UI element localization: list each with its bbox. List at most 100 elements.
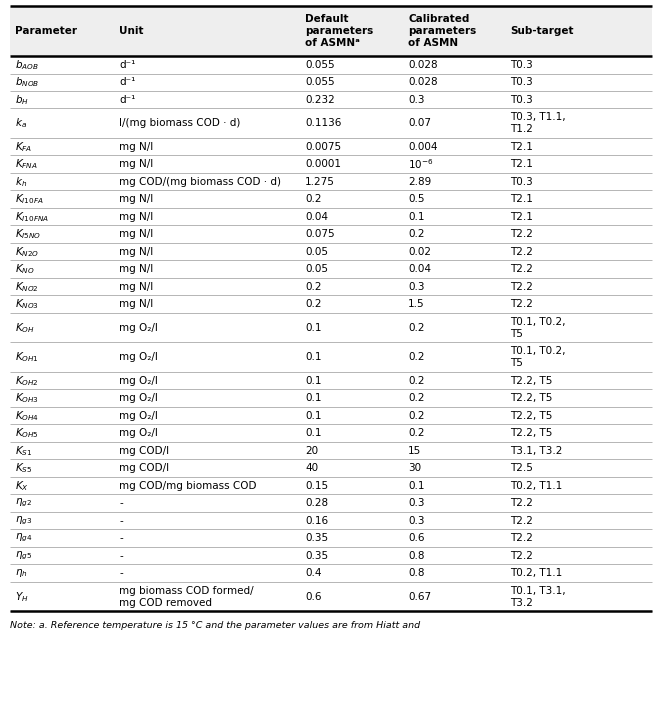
Text: $K_{S1}$: $K_{S1}$ — [15, 444, 33, 457]
Text: 0.1: 0.1 — [305, 411, 321, 421]
Text: T0.1, T0.2,
T5: T0.1, T0.2, T5 — [510, 317, 566, 338]
Text: d⁻¹: d⁻¹ — [119, 77, 135, 87]
Bar — [10, 73, 652, 91]
Bar — [10, 547, 652, 565]
Text: 0.028: 0.028 — [408, 60, 438, 70]
Text: T2.2, T5: T2.2, T5 — [510, 376, 552, 386]
Text: 1.5: 1.5 — [408, 299, 424, 309]
Text: mg N/l: mg N/l — [119, 229, 153, 240]
Bar — [10, 6, 652, 56]
Text: 0.232: 0.232 — [305, 95, 335, 105]
Text: T2.2, T5: T2.2, T5 — [510, 411, 552, 421]
Text: 0.3: 0.3 — [408, 498, 424, 508]
Text: -: - — [119, 498, 123, 508]
Bar — [10, 460, 652, 477]
Text: T2.2, T5: T2.2, T5 — [510, 393, 552, 403]
Text: T2.2: T2.2 — [510, 299, 533, 309]
Bar — [10, 512, 652, 529]
Text: 0.1136: 0.1136 — [305, 118, 341, 129]
Text: 0.0075: 0.0075 — [305, 142, 341, 152]
Text: mg O₂/l: mg O₂/l — [119, 323, 158, 333]
Text: $K_{I5NO}$: $K_{I5NO}$ — [15, 227, 41, 241]
Text: 0.2: 0.2 — [408, 376, 424, 386]
Text: 2.89: 2.89 — [408, 176, 431, 187]
Bar — [10, 494, 652, 512]
Text: 0.2: 0.2 — [408, 411, 424, 421]
Text: 0.4: 0.4 — [305, 568, 321, 578]
Text: l/(mg biomass COD · d): l/(mg biomass COD · d) — [119, 118, 240, 129]
Bar — [10, 91, 652, 108]
Text: T0.3: T0.3 — [510, 176, 533, 187]
Text: $b_{AOB}$: $b_{AOB}$ — [15, 58, 39, 72]
Text: T0.3: T0.3 — [510, 77, 533, 87]
Text: 15: 15 — [408, 446, 421, 456]
Text: 0.004: 0.004 — [408, 142, 438, 152]
Text: mg N/l: mg N/l — [119, 282, 153, 292]
Text: $K_{OH1}$: $K_{OH1}$ — [15, 351, 39, 364]
Text: T0.2, T1.1: T0.2, T1.1 — [510, 568, 562, 578]
Text: 0.1: 0.1 — [305, 323, 321, 333]
Bar — [10, 390, 652, 407]
Text: 0.2: 0.2 — [305, 195, 321, 204]
Text: T2.2: T2.2 — [510, 515, 533, 526]
Text: Parameter: Parameter — [15, 26, 77, 36]
Text: 20: 20 — [305, 446, 318, 456]
Bar — [10, 56, 652, 73]
Text: $K_{NO2}$: $K_{NO2}$ — [15, 280, 39, 293]
Text: 1.275: 1.275 — [305, 176, 335, 187]
Text: mg COD/l: mg COD/l — [119, 446, 169, 456]
Text: 0.0001: 0.0001 — [305, 159, 341, 169]
Text: T2.5: T2.5 — [510, 463, 533, 473]
Text: 0.5: 0.5 — [408, 195, 424, 204]
Text: d⁻¹: d⁻¹ — [119, 95, 135, 105]
Bar — [10, 582, 652, 611]
Text: mg COD/l: mg COD/l — [119, 463, 169, 473]
Bar — [10, 372, 652, 390]
Text: mg COD/(mg biomass COD · d): mg COD/(mg biomass COD · d) — [119, 176, 281, 187]
Text: 0.02: 0.02 — [408, 247, 431, 257]
Text: mg O₂/l: mg O₂/l — [119, 411, 158, 421]
Text: T2.2: T2.2 — [510, 229, 533, 240]
Text: Calibrated
parameters
of ASMN: Calibrated parameters of ASMN — [408, 15, 476, 48]
Text: 0.8: 0.8 — [408, 568, 424, 578]
Text: $K_{OH2}$: $K_{OH2}$ — [15, 374, 39, 388]
Text: 0.2: 0.2 — [408, 229, 424, 240]
Text: $K_{FNA}$: $K_{FNA}$ — [15, 158, 38, 171]
Text: T2.2: T2.2 — [510, 264, 533, 274]
Text: $K_{FA}$: $K_{FA}$ — [15, 140, 33, 154]
Bar — [10, 295, 652, 313]
Text: 0.15: 0.15 — [305, 481, 328, 491]
Bar — [10, 226, 652, 243]
Text: 0.2: 0.2 — [408, 323, 424, 333]
Text: 0.28: 0.28 — [305, 498, 328, 508]
Text: Note: a. Reference temperature is 15 °C and the parameter values are from Hiatt : Note: a. Reference temperature is 15 °C … — [10, 621, 420, 630]
Text: 0.2: 0.2 — [305, 282, 321, 292]
Text: 0.04: 0.04 — [408, 264, 431, 274]
Text: $K_{NO3}$: $K_{NO3}$ — [15, 298, 39, 311]
Bar — [10, 208, 652, 226]
Bar — [10, 243, 652, 261]
Text: 0.1: 0.1 — [408, 212, 424, 221]
Text: 0.055: 0.055 — [305, 77, 335, 87]
Text: 0.6: 0.6 — [408, 534, 424, 543]
Text: 0.16: 0.16 — [305, 515, 328, 526]
Text: T2.2: T2.2 — [510, 498, 533, 508]
Bar — [10, 261, 652, 278]
Text: Unit: Unit — [119, 26, 143, 36]
Bar — [10, 155, 652, 173]
Text: T2.1: T2.1 — [510, 195, 533, 204]
Text: T2.2: T2.2 — [510, 247, 533, 257]
Text: 0.055: 0.055 — [305, 60, 335, 70]
Text: T2.1: T2.1 — [510, 212, 533, 221]
Text: 0.2: 0.2 — [408, 428, 424, 439]
Text: 0.8: 0.8 — [408, 551, 424, 560]
Text: mg O₂/l: mg O₂/l — [119, 376, 158, 386]
Text: 0.05: 0.05 — [305, 247, 328, 257]
Text: 0.3: 0.3 — [408, 95, 424, 105]
Text: 0.2: 0.2 — [408, 352, 424, 362]
Bar — [10, 190, 652, 208]
Text: $K_{I10FA}$: $K_{I10FA}$ — [15, 192, 44, 206]
Text: 40: 40 — [305, 463, 318, 473]
Text: 0.1: 0.1 — [305, 428, 321, 439]
Bar — [10, 138, 652, 155]
